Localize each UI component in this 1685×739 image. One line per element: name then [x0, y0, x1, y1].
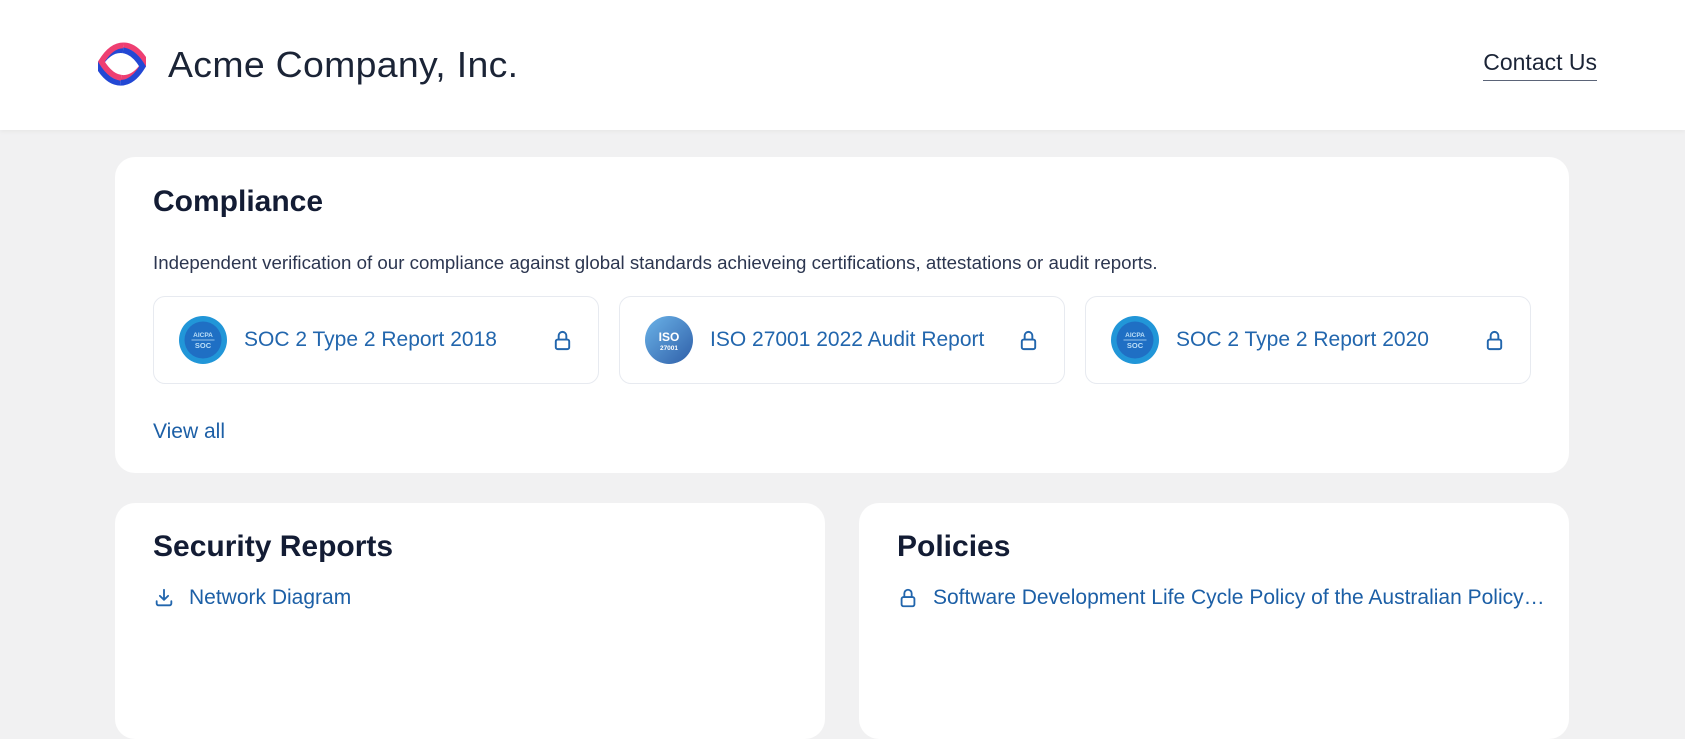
svg-text:SOC: SOC: [195, 341, 212, 350]
svg-text:27001: 27001: [660, 345, 678, 352]
svg-text:AICPA: AICPA: [193, 332, 213, 339]
svg-text:ISO: ISO: [659, 330, 680, 344]
svg-text:AICPA: AICPA: [1125, 332, 1145, 339]
svg-text:SOC: SOC: [1127, 341, 1144, 350]
